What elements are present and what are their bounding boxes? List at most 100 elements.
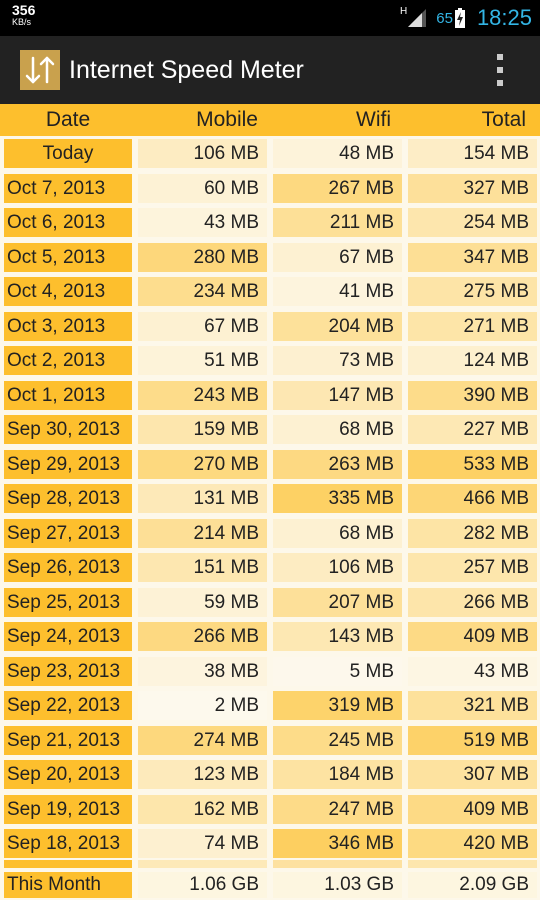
table-row[interactable]: Sep 27, 2013 214 MB 68 MB 282 MB — [0, 516, 540, 551]
wifi-cell: 211 MB — [273, 208, 402, 237]
network-speed-indicator: 356 KB/s — [12, 3, 35, 27]
overflow-menu-button[interactable] — [488, 54, 512, 86]
table-row[interactable]: Oct 6, 2013 43 MB 211 MB 254 MB — [0, 205, 540, 240]
date-cell: Oct 4, 2013 — [4, 277, 132, 306]
partial-mobile-cell — [138, 860, 267, 868]
wifi-cell: 245 MB — [273, 725, 402, 755]
mobile-cell: 159 MB — [138, 415, 267, 444]
table-row[interactable]: Sep 22, 2013 2 MB 319 MB 321 MB — [0, 688, 540, 723]
date-cell: Sep 29, 2013 — [4, 449, 132, 479]
table-row[interactable]: Oct 5, 2013 280 MB 67 MB 347 MB — [0, 240, 540, 275]
table-row[interactable]: Today 106 MB 48 MB 154 MB — [0, 136, 540, 171]
total-cell: 519 MB — [408, 725, 537, 755]
mobile-cell: 106 MB — [138, 139, 267, 168]
date-cell: Oct 3, 2013 — [4, 311, 132, 341]
total-cell: 390 MB — [408, 380, 537, 410]
footer-label: This Month — [4, 872, 132, 898]
date-cell: Today — [4, 139, 132, 168]
mobile-cell: 234 MB — [138, 277, 267, 306]
table-row[interactable]: Sep 20, 2013 123 MB 184 MB 307 MB — [0, 757, 540, 792]
mobile-cell: 280 MB — [138, 242, 267, 272]
date-cell: Sep 20, 2013 — [4, 760, 132, 789]
table-row[interactable]: Sep 21, 2013 274 MB 245 MB 519 MB — [0, 723, 540, 758]
header-date: Date — [45, 108, 91, 131]
wifi-cell: 106 MB — [273, 553, 402, 582]
status-bar: 356 KB/s H 65 18:25 — [0, 0, 540, 36]
wifi-cell: 68 MB — [273, 518, 402, 548]
total-cell: 321 MB — [408, 691, 537, 720]
wifi-cell: 41 MB — [273, 277, 402, 306]
network-speed-unit: KB/s — [12, 17, 32, 27]
table-row[interactable]: Sep 28, 2013 131 MB 335 MB 466 MB — [0, 481, 540, 516]
wifi-cell: 5 MB — [273, 656, 402, 686]
mobile-cell: 151 MB — [138, 553, 267, 582]
usage-table[interactable]: Today 106 MB 48 MB 154 MB Oct 7, 2013 60 MB 26… — [0, 136, 540, 860]
total-cell: 409 MB — [408, 794, 537, 824]
wifi-cell: 204 MB — [273, 311, 402, 341]
table-row[interactable]: Oct 4, 2013 234 MB 41 MB 275 MB — [0, 274, 540, 309]
wifi-cell: 48 MB — [273, 139, 402, 168]
mobile-cell: 43 MB — [138, 208, 267, 237]
table-row[interactable]: Oct 2, 2013 51 MB 73 MB 124 MB — [0, 343, 540, 378]
date-cell: Sep 28, 2013 — [4, 484, 132, 513]
wifi-cell: 267 MB — [273, 173, 402, 203]
network-type: H — [400, 6, 408, 17]
overflow-dot-icon — [497, 67, 503, 73]
date-cell: Oct 5, 2013 — [4, 242, 132, 272]
wifi-cell: 207 MB — [273, 587, 402, 617]
table-row[interactable]: Sep 18, 2013 74 MB 346 MB 420 MB — [0, 826, 540, 860]
mobile-cell: 74 MB — [138, 829, 267, 858]
mobile-cell: 270 MB — [138, 449, 267, 479]
table-row[interactable]: Sep 26, 2013 151 MB 106 MB 257 MB — [0, 550, 540, 585]
mobile-cell: 59 MB — [138, 587, 267, 617]
mobile-cell: 214 MB — [138, 518, 267, 548]
table-row[interactable]: Oct 1, 2013 243 MB 147 MB 390 MB — [0, 378, 540, 413]
mobile-cell: 51 MB — [138, 346, 267, 375]
battery-charging-icon — [454, 8, 465, 28]
partial-total-cell — [408, 860, 537, 868]
table-row[interactable]: Sep 30, 2013 159 MB 68 MB 227 MB — [0, 412, 540, 447]
partial-wifi-cell — [273, 860, 402, 868]
wifi-cell: 73 MB — [273, 346, 402, 375]
wifi-cell: 67 MB — [273, 242, 402, 272]
total-cell: 154 MB — [408, 139, 537, 168]
header-mobile: Mobile — [196, 108, 258, 131]
mobile-cell: 2 MB — [138, 691, 267, 720]
table-row[interactable]: Sep 29, 2013 270 MB 263 MB 533 MB — [0, 447, 540, 482]
header-wifi: Wifi — [356, 108, 391, 131]
footer-mobile: 1.06 GB — [138, 872, 267, 898]
mobile-cell: 38 MB — [138, 656, 267, 686]
total-cell: 254 MB — [408, 208, 537, 237]
total-cell: 124 MB — [408, 346, 537, 375]
wifi-cell: 247 MB — [273, 794, 402, 824]
table-row[interactable]: Oct 3, 2013 67 MB 204 MB 271 MB — [0, 309, 540, 344]
wifi-cell: 319 MB — [273, 691, 402, 720]
total-cell: 282 MB — [408, 518, 537, 548]
table-row[interactable]: Sep 19, 2013 162 MB 247 MB 409 MB — [0, 792, 540, 827]
status-icons: H 65 18:25 — [400, 0, 532, 36]
date-cell: Oct 2, 2013 — [4, 346, 132, 375]
mobile-cell: 123 MB — [138, 760, 267, 789]
date-cell: Oct 6, 2013 — [4, 208, 132, 237]
table-row[interactable]: Sep 24, 2013 266 MB 143 MB 409 MB — [0, 619, 540, 654]
overflow-dot-icon — [497, 80, 503, 86]
partial-date-cell — [4, 860, 132, 868]
column-header: Date Mobile Wifi Total — [0, 104, 540, 136]
table-row[interactable]: Sep 25, 2013 59 MB 207 MB 266 MB — [0, 585, 540, 620]
battery-percent: 65 — [436, 9, 453, 27]
overflow-dot-icon — [497, 54, 503, 60]
total-cell: 257 MB — [408, 553, 537, 582]
mobile-cell: 243 MB — [138, 380, 267, 410]
total-cell: 466 MB — [408, 484, 537, 513]
mobile-cell: 67 MB — [138, 311, 267, 341]
total-cell: 43 MB — [408, 656, 537, 686]
footer-wifi: 1.03 GB — [273, 872, 402, 898]
date-cell: Sep 18, 2013 — [4, 829, 132, 858]
speed-arrows-icon[interactable] — [20, 50, 60, 90]
date-cell: Oct 7, 2013 — [4, 173, 132, 203]
total-cell: 533 MB — [408, 449, 537, 479]
total-cell: 420 MB — [408, 829, 537, 858]
table-row[interactable]: Oct 7, 2013 60 MB 267 MB 327 MB — [0, 171, 540, 206]
table-row[interactable]: Sep 23, 2013 38 MB 5 MB 43 MB — [0, 654, 540, 689]
wifi-cell: 147 MB — [273, 380, 402, 410]
